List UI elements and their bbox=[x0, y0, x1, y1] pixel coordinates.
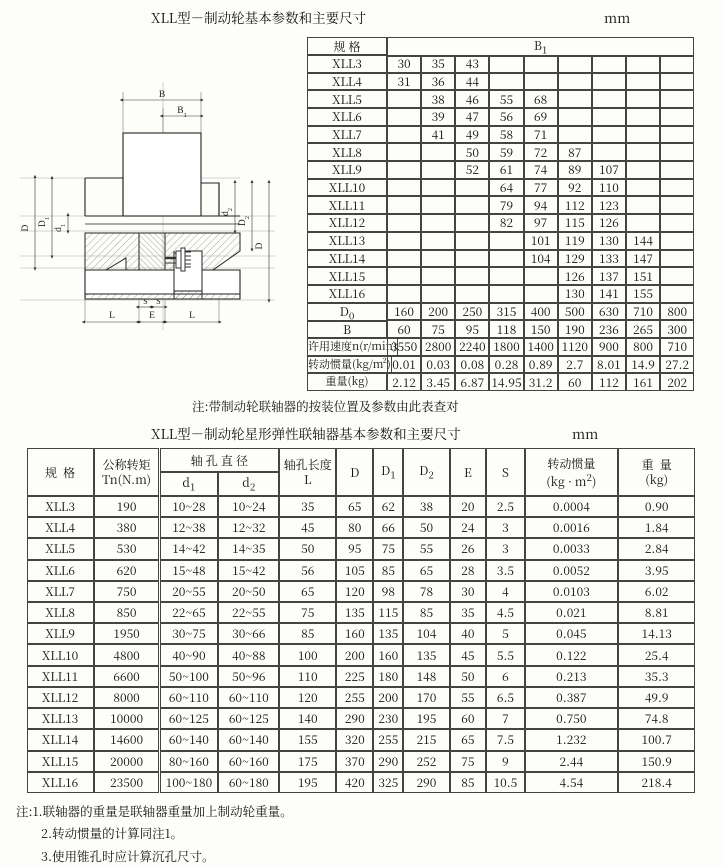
svg-text:S: S bbox=[156, 297, 160, 306]
svg-text:D1: D1 bbox=[38, 217, 51, 227]
svg-text:L: L bbox=[109, 311, 115, 321]
svg-text:D: D bbox=[255, 242, 265, 249]
svg-text:S: S bbox=[143, 297, 147, 306]
svg-text:D2: D2 bbox=[238, 216, 251, 226]
svg-text:E: E bbox=[149, 311, 155, 321]
svg-text:B1: B1 bbox=[177, 106, 187, 119]
svg-text:B: B bbox=[159, 90, 165, 100]
svg-text:D: D bbox=[21, 224, 31, 231]
svg-text:L: L bbox=[189, 311, 195, 321]
svg-text:d2: d2 bbox=[221, 208, 234, 216]
